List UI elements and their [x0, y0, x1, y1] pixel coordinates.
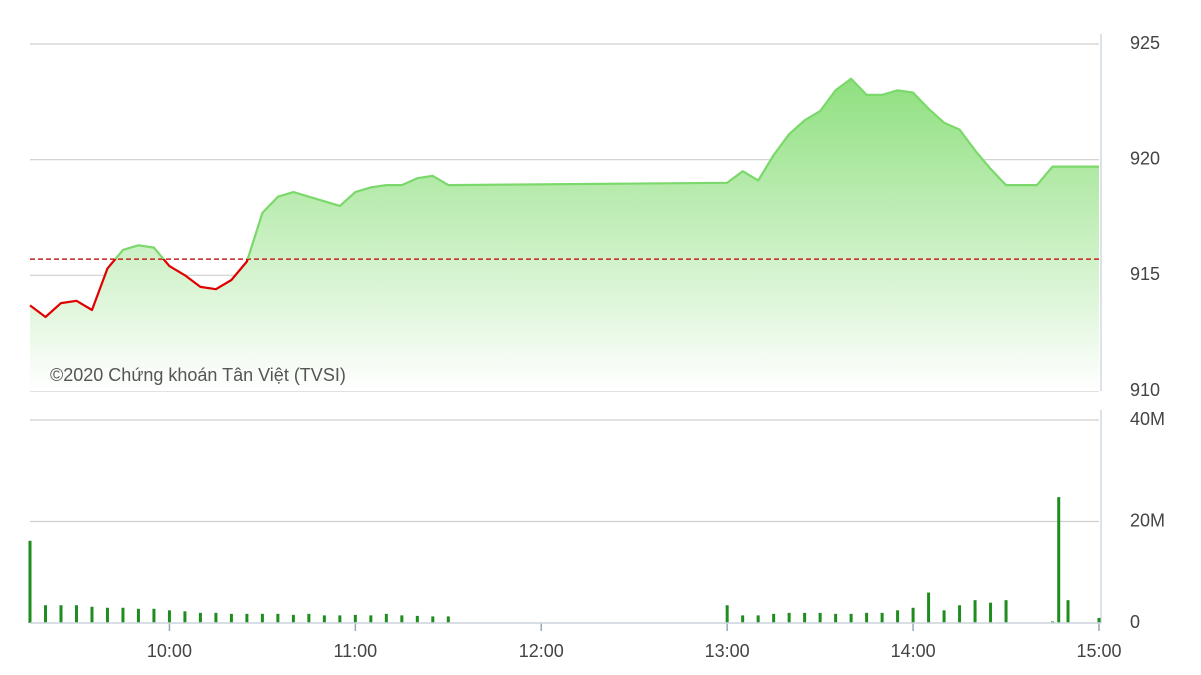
volume-bar	[28, 540, 32, 623]
x-tick-label: 14:00	[891, 641, 936, 661]
y-tick-label: 40M	[1130, 409, 1165, 429]
y-tick-label: 20M	[1130, 510, 1165, 530]
x-tick-label: 12:00	[519, 641, 564, 661]
volume-bar	[152, 608, 156, 623]
volume-bar	[384, 613, 388, 623]
volume-bar	[415, 615, 419, 623]
volume-bar	[1057, 497, 1061, 623]
volume-bar	[958, 605, 962, 623]
volume-bar	[942, 610, 946, 623]
volume-bar	[1051, 621, 1055, 623]
volume-bar	[849, 613, 853, 623]
volume-bar	[74, 605, 78, 623]
volume-bar	[198, 612, 202, 623]
volume-bar	[973, 600, 977, 623]
volume-bar	[1066, 600, 1070, 623]
y-tick-label: 0	[1130, 612, 1140, 632]
volume-bar	[121, 607, 125, 623]
volume-bar	[1004, 600, 1008, 623]
price-area	[30, 78, 1099, 391]
y-tick-label: 920	[1130, 148, 1160, 168]
x-tick-label: 11:00	[333, 641, 377, 661]
volume-bar	[59, 605, 63, 623]
volume-bar	[307, 613, 311, 623]
volume-bar	[291, 614, 295, 623]
volume-bar	[989, 602, 993, 623]
x-tick-label: 10:00	[147, 641, 192, 661]
volume-bar	[338, 615, 342, 623]
y-tick-label: 915	[1130, 264, 1160, 284]
volume-bar	[741, 615, 745, 623]
volume-bar	[880, 612, 884, 623]
volume-bar	[322, 615, 326, 623]
x-tick-label: 15:00	[1076, 641, 1121, 661]
y-tick-label: 910	[1130, 380, 1160, 400]
volume-bar	[90, 606, 94, 623]
volume-bar	[105, 607, 109, 623]
volume-bar	[756, 615, 760, 623]
volume-bar	[353, 614, 357, 623]
volume-bar	[136, 608, 140, 623]
price-line	[29, 77, 1099, 319]
volume-bar	[725, 605, 729, 623]
volume-bar	[431, 616, 435, 623]
annotation: ©2020 Chứng khoán Tân Việt (TVSI)	[50, 365, 346, 385]
volume-bar	[772, 613, 776, 623]
volume-bar	[446, 616, 450, 623]
volume-bar	[400, 615, 404, 623]
volume-bar	[276, 613, 280, 623]
x-tick-label: 13:00	[705, 641, 750, 661]
volume-bar	[229, 613, 233, 623]
y-tick-label: 925	[1130, 33, 1160, 53]
volume-bar	[167, 610, 171, 623]
volume-bar	[803, 612, 807, 623]
volume-bar	[787, 612, 791, 623]
volume-bar	[369, 615, 373, 623]
volume-bar	[911, 607, 915, 623]
volume-bar	[214, 612, 218, 623]
volume-bar	[260, 613, 264, 623]
volume-bar	[834, 613, 838, 623]
volume-bar	[1097, 617, 1101, 623]
volume-bar	[245, 613, 249, 623]
volume-bar	[183, 611, 187, 623]
volume-bar	[896, 610, 900, 623]
volume-bar	[43, 605, 47, 623]
volume-bar	[865, 612, 869, 623]
volume-bar	[818, 612, 822, 623]
volume-bar	[927, 592, 931, 623]
